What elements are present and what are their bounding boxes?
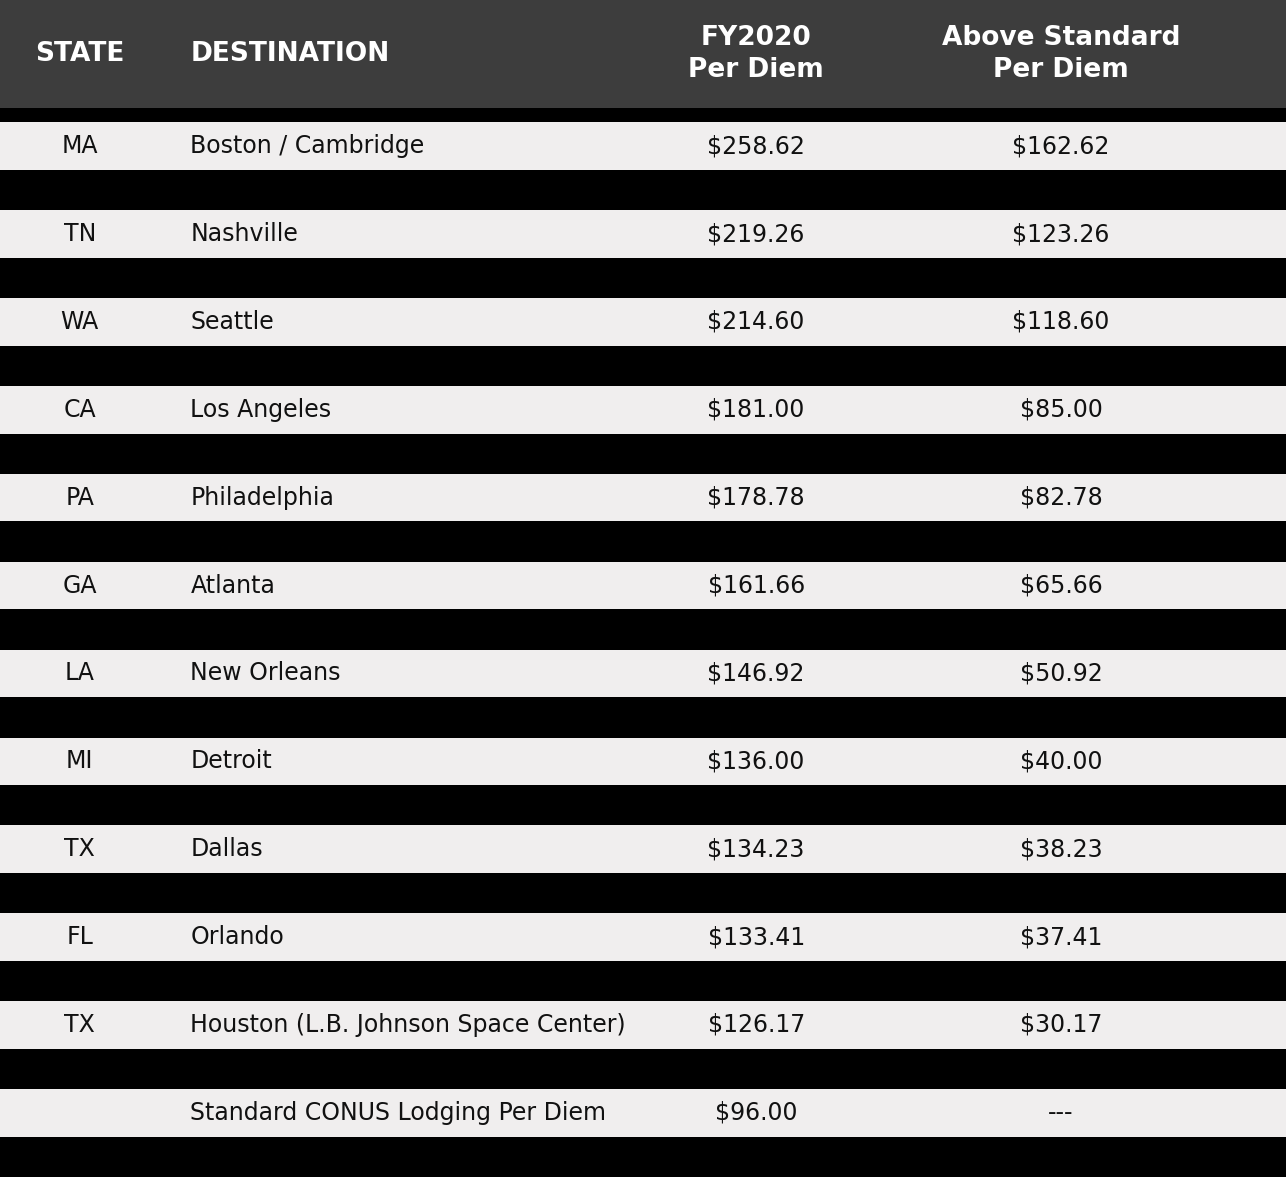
Bar [0, 386, 1286, 433]
Text: $50.92: $50.92 [1020, 661, 1102, 685]
Bar [0, 258, 1286, 298]
Bar [0, 433, 1286, 474]
Bar [0, 521, 1286, 561]
Text: Houston (L.B. Johnson Space Center): Houston (L.B. Johnson Space Center) [190, 1013, 626, 1037]
Bar [0, 1049, 1286, 1089]
Text: STATE: STATE [35, 41, 125, 67]
Bar [0, 738, 1286, 785]
Text: New Orleans: New Orleans [190, 661, 341, 685]
Text: $133.41: $133.41 [707, 925, 805, 949]
Text: Orlando: Orlando [190, 925, 284, 949]
Text: GA: GA [63, 573, 96, 598]
Text: $181.00: $181.00 [707, 398, 805, 421]
Text: Standard CONUS Lodging Per Diem: Standard CONUS Lodging Per Diem [190, 1100, 606, 1125]
Text: TX: TX [64, 1013, 95, 1037]
Bar [0, 825, 1286, 873]
Text: Atlanta: Atlanta [190, 573, 275, 598]
Text: $162.62: $162.62 [1012, 134, 1110, 158]
Text: $37.41: $37.41 [1020, 925, 1102, 949]
Text: $85.00: $85.00 [1020, 398, 1102, 421]
Text: DESTINATION: DESTINATION [190, 41, 390, 67]
Text: $118.60: $118.60 [1012, 310, 1110, 334]
Text: Nashville: Nashville [190, 222, 298, 246]
Text: $161.66: $161.66 [707, 573, 805, 598]
Text: Philadelphia: Philadelphia [190, 486, 334, 510]
Bar [0, 785, 1286, 825]
Text: $178.78: $178.78 [707, 486, 805, 510]
Text: Los Angeles: Los Angeles [190, 398, 332, 421]
Text: FL: FL [67, 925, 93, 949]
Text: $136.00: $136.00 [707, 750, 805, 773]
Text: WA: WA [60, 310, 99, 334]
Text: $40.00: $40.00 [1020, 750, 1102, 773]
Bar [0, 298, 1286, 346]
Text: Detroit: Detroit [190, 750, 273, 773]
Bar [0, 913, 1286, 960]
Text: Dallas: Dallas [190, 837, 262, 862]
Bar [0, 211, 1286, 258]
Bar [0, 108, 1286, 122]
Text: $146.92: $146.92 [707, 661, 805, 685]
Text: $134.23: $134.23 [707, 837, 805, 862]
Bar [0, 650, 1286, 697]
Text: CA: CA [63, 398, 96, 421]
Text: TN: TN [63, 222, 96, 246]
Text: $214.60: $214.60 [707, 310, 805, 334]
Text: Seattle: Seattle [190, 310, 274, 334]
Bar [0, 610, 1286, 650]
Text: $65.66: $65.66 [1020, 573, 1102, 598]
Text: $38.23: $38.23 [1020, 837, 1102, 862]
Bar [0, 346, 1286, 386]
Text: $96.00: $96.00 [715, 1100, 797, 1125]
Text: $258.62: $258.62 [707, 134, 805, 158]
Text: Above Standard
Per Diem: Above Standard Per Diem [941, 25, 1181, 84]
Text: $219.26: $219.26 [707, 222, 805, 246]
Text: $126.17: $126.17 [707, 1013, 805, 1037]
Bar [0, 1089, 1286, 1137]
Bar [0, 873, 1286, 913]
Text: MA: MA [62, 134, 98, 158]
Text: $30.17: $30.17 [1020, 1013, 1102, 1037]
Bar [0, 122, 1286, 169]
Text: $82.78: $82.78 [1020, 486, 1102, 510]
Text: MI: MI [66, 750, 94, 773]
Bar [0, 561, 1286, 610]
Text: $123.26: $123.26 [1012, 222, 1110, 246]
Text: PA: PA [66, 486, 94, 510]
Text: ---: --- [1048, 1100, 1074, 1125]
Text: FY2020
Per Diem: FY2020 Per Diem [688, 25, 824, 84]
Bar [0, 0, 1286, 108]
Bar [0, 960, 1286, 1002]
Bar [0, 169, 1286, 211]
Text: LA: LA [64, 661, 95, 685]
Bar [0, 697, 1286, 738]
Text: Boston / Cambridge: Boston / Cambridge [190, 134, 424, 158]
Bar [0, 1137, 1286, 1177]
Bar [0, 1002, 1286, 1049]
Text: TX: TX [64, 837, 95, 862]
Bar [0, 474, 1286, 521]
